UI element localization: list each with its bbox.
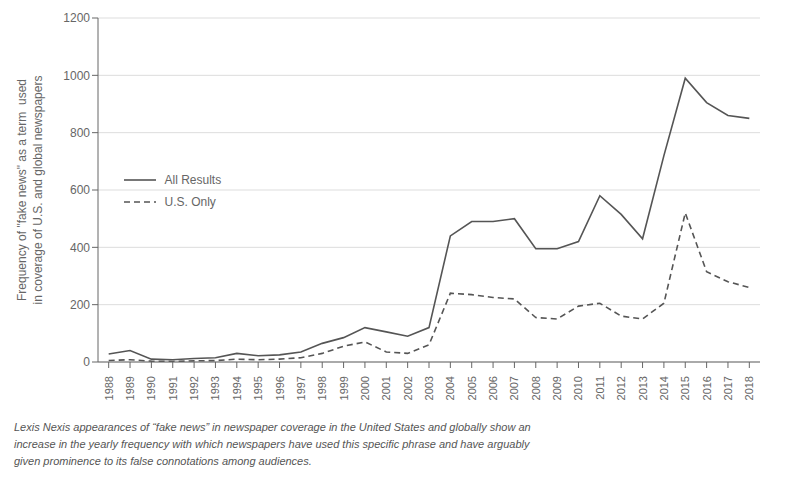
svg-text:1991: 1991 — [167, 376, 179, 400]
svg-text:1988: 1988 — [103, 376, 115, 400]
svg-text:2017: 2017 — [722, 376, 734, 400]
svg-text:2016: 2016 — [701, 376, 713, 400]
svg-text:Frequency of "fake news" as a: Frequency of "fake news" as a term usedi… — [15, 76, 45, 305]
svg-text:400: 400 — [70, 241, 90, 255]
svg-text:1993: 1993 — [209, 376, 221, 400]
svg-text:1000: 1000 — [63, 69, 90, 83]
svg-text:2011: 2011 — [594, 376, 606, 400]
svg-text:2002: 2002 — [402, 376, 414, 400]
svg-text:2008: 2008 — [530, 376, 542, 400]
svg-text:2009: 2009 — [551, 376, 563, 400]
html-text:Lexis Nexis appearances of “fa: Lexis Nexis appearances of “fake news” i… — [14, 421, 531, 467]
svg-text:1994: 1994 — [231, 376, 243, 400]
svg-text:2005: 2005 — [466, 376, 478, 400]
html-text:All Results: All Results — [164, 172, 222, 187]
svg-text:2001: 2001 — [380, 376, 392, 400]
svg-text:0: 0 — [83, 355, 90, 369]
svg-text:1999: 1999 — [338, 376, 350, 400]
svg-text:2003: 2003 — [423, 376, 435, 400]
svg-text:800: 800 — [70, 126, 90, 140]
svg-text:2006: 2006 — [487, 376, 499, 400]
svg-text:1990: 1990 — [145, 376, 157, 400]
svg-text:2013: 2013 — [637, 376, 649, 400]
svg-text:200: 200 — [70, 298, 90, 312]
svg-text:2012: 2012 — [615, 376, 627, 400]
html-text:U.S. Only: U.S. Only — [164, 194, 216, 209]
svg-text:1992: 1992 — [188, 376, 200, 400]
svg-text:2014: 2014 — [658, 376, 670, 400]
svg-text:1995: 1995 — [252, 376, 264, 400]
svg-text:1200: 1200 — [63, 11, 90, 25]
svg-text:2010: 2010 — [572, 376, 584, 400]
svg-text:1997: 1997 — [295, 376, 307, 400]
svg-text:2015: 2015 — [679, 376, 691, 400]
svg-text:2000: 2000 — [359, 376, 371, 400]
svg-text:2018: 2018 — [743, 376, 755, 400]
svg-text:1996: 1996 — [274, 376, 286, 400]
svg-text:2007: 2007 — [508, 376, 520, 400]
svg-text:2004: 2004 — [444, 376, 456, 400]
svg-text:1989: 1989 — [124, 376, 136, 400]
svg-text:1998: 1998 — [316, 376, 328, 400]
svg-text:600: 600 — [70, 183, 90, 197]
